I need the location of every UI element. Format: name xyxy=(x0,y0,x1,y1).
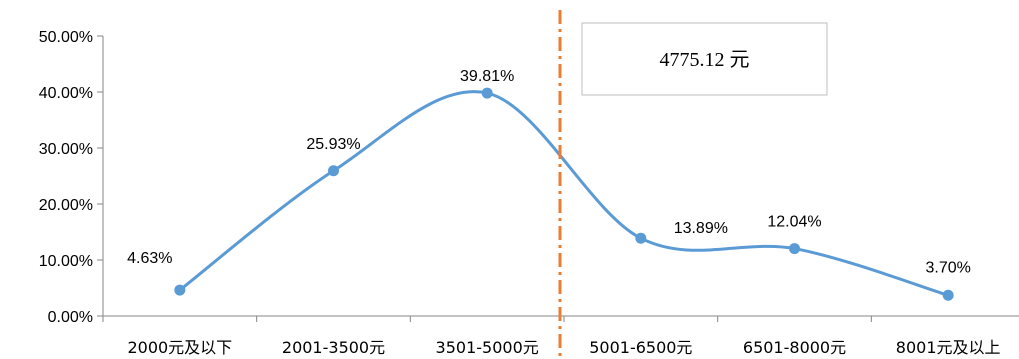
data-point xyxy=(635,232,647,244)
annotation-box: 4775.12 元 xyxy=(581,22,828,96)
annotation-frame xyxy=(581,22,828,96)
x-tick-label: 6501-8000元 xyxy=(743,338,846,357)
y-tick-label: 40.00% xyxy=(39,85,93,102)
data-label: 4.63% xyxy=(127,250,172,267)
data-label: 3.70% xyxy=(925,259,970,276)
x-tick-label: 5001-6500元 xyxy=(589,338,692,357)
data-labels: 4.63% 25.93% 39.81% 13.89% 12.04% 3.70% xyxy=(127,68,971,276)
y-tick-label: 0.00% xyxy=(48,309,93,326)
y-tick-label: 50.00% xyxy=(39,29,93,46)
y-tick-label: 10.00% xyxy=(39,253,93,270)
data-point xyxy=(328,165,339,177)
data-point xyxy=(174,284,186,296)
data-points xyxy=(174,87,954,301)
series-line xyxy=(178,90,949,297)
y-axis: 0.00% 10.00% 20.00% 30.00% 40.00% 50.00% xyxy=(39,29,104,326)
x-tick-label: 3501-5000元 xyxy=(436,338,539,357)
x-axis: 2000元及以下 2001-3500元 3501-5000元 5001-6500元 65… xyxy=(102,315,1019,357)
y-tick-label: 20.00% xyxy=(39,197,93,214)
data-point xyxy=(942,289,954,301)
x-tick-label: 2000元及以下 xyxy=(127,338,232,357)
x-tick-label: 2001-3500元 xyxy=(282,338,385,357)
y-tick-label: 30.00% xyxy=(39,141,93,158)
data-label: 12.04% xyxy=(767,214,821,231)
data-point xyxy=(481,87,493,99)
data-label: 13.89% xyxy=(674,220,728,237)
data-label: 39.81% xyxy=(460,68,514,85)
annotation-text: 4775.12 元 xyxy=(660,49,750,71)
x-tick-label: 8001元及以上 xyxy=(896,338,1001,357)
data-label: 25.93% xyxy=(306,136,360,153)
data-point xyxy=(789,243,800,255)
